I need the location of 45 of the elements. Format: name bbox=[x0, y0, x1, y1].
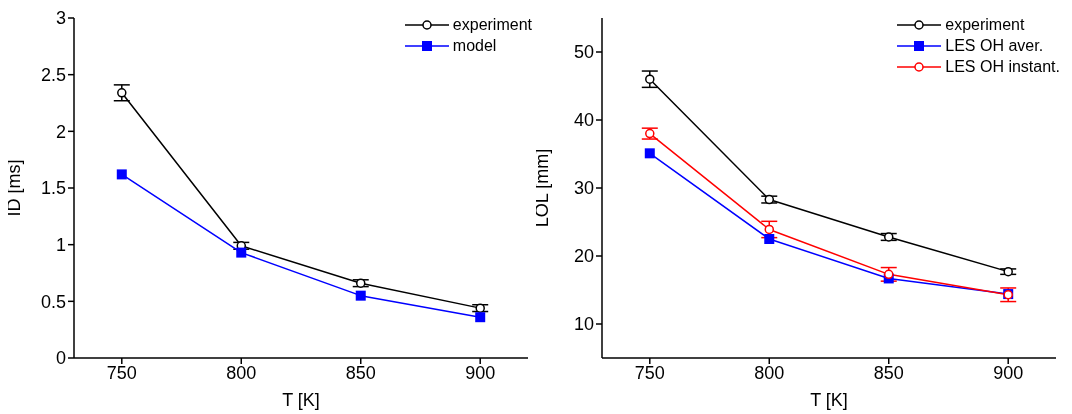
x-tick-label: 900 bbox=[465, 362, 496, 383]
y-axis-title: LOL [mm] bbox=[532, 148, 553, 228]
y-tick-label: 3 bbox=[55, 8, 66, 29]
y-tick-label: 2.5 bbox=[40, 65, 66, 86]
x-tick-label: 750 bbox=[106, 362, 137, 383]
legend-label: LES OH instant. bbox=[945, 57, 1060, 76]
point bbox=[236, 247, 247, 258]
y-tick-label: 30 bbox=[573, 178, 594, 199]
y-tick-label: 10 bbox=[573, 314, 594, 335]
y-axis-title: ID [ms] bbox=[4, 159, 25, 217]
x-tick-label: 800 bbox=[226, 362, 257, 383]
point bbox=[644, 148, 655, 159]
y-tick-label: 40 bbox=[573, 110, 594, 131]
y-tick-label: 1 bbox=[55, 235, 66, 256]
x-tick-label: 900 bbox=[993, 362, 1024, 383]
y-tick-label: 0 bbox=[55, 348, 66, 369]
point bbox=[1003, 266, 1013, 277]
y-tick-label: 2 bbox=[55, 121, 66, 142]
point bbox=[355, 278, 366, 288]
legend-label: experiment bbox=[452, 15, 532, 34]
point bbox=[355, 290, 366, 301]
x-axis-title: T [K] bbox=[810, 390, 848, 410]
x-tick-label: 800 bbox=[754, 362, 785, 383]
point bbox=[764, 224, 775, 235]
y-tick-label: 50 bbox=[573, 42, 594, 63]
point bbox=[117, 88, 127, 98]
legend-label: LES OH aver. bbox=[945, 36, 1044, 55]
x-axis-title: T [K] bbox=[282, 390, 320, 410]
legend-label: model bbox=[452, 36, 497, 55]
point bbox=[475, 312, 486, 323]
y-tick-label: 0.5 bbox=[40, 291, 66, 312]
point bbox=[764, 194, 775, 205]
point bbox=[116, 169, 127, 180]
point bbox=[883, 269, 894, 280]
x-tick-label: 850 bbox=[345, 362, 376, 383]
y-tick-label: 1.5 bbox=[40, 178, 66, 199]
legend-label: experiment bbox=[945, 15, 1025, 34]
point bbox=[883, 232, 894, 242]
point bbox=[645, 74, 655, 84]
x-tick-label: 850 bbox=[873, 362, 904, 383]
point bbox=[645, 128, 655, 139]
point bbox=[764, 234, 775, 244]
point bbox=[475, 303, 485, 313]
x-tick-label: 750 bbox=[634, 362, 665, 383]
y-tick-label: 20 bbox=[573, 246, 594, 267]
